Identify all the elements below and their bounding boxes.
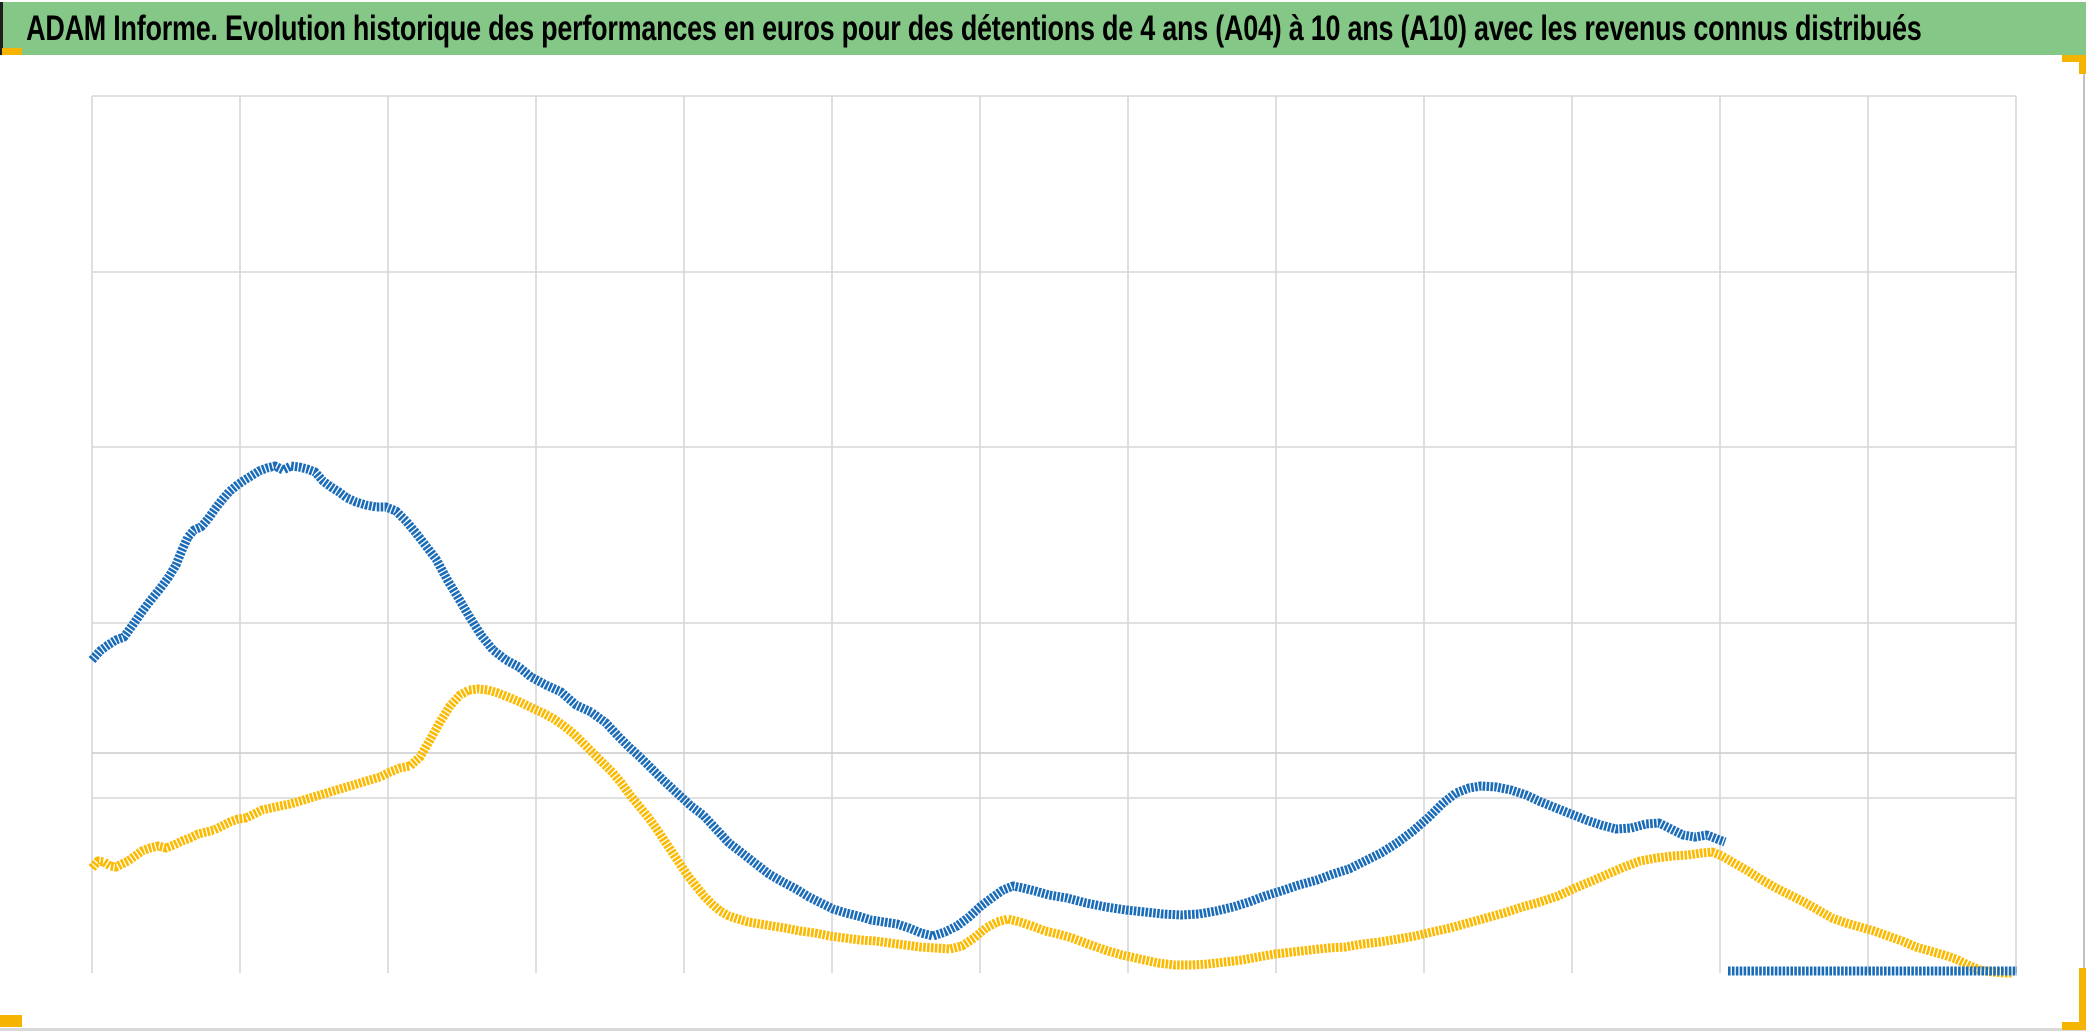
selection-handle-bottom-left[interactable] <box>0 1015 22 1027</box>
window-bottom-bar <box>0 1028 2086 1031</box>
window-right-edge <box>2083 62 2085 968</box>
chart-series <box>88 461 2017 978</box>
selection-handle-top-left[interactable] <box>2 48 22 55</box>
selection-handle-bottom-right-stub[interactable] <box>2079 968 2086 1030</box>
yellow-series-line <box>88 684 2013 978</box>
chart-title: ADAM Informe. Evolution historique des p… <box>26 8 1922 48</box>
blue-series-line <box>88 461 1727 941</box>
gridlines <box>91 95 2017 973</box>
title-bar: ADAM Informe. Evolution historique des p… <box>0 2 2086 55</box>
selection-handle-top-right-stub[interactable] <box>2079 55 2086 74</box>
selection-handle-top-right[interactable] <box>2062 55 2086 62</box>
selection-handle-bottom-right[interactable] <box>2062 1022 2086 1030</box>
